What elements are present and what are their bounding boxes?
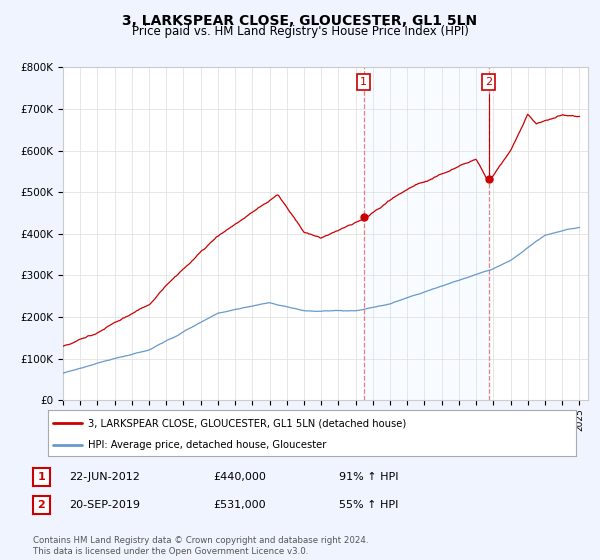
Text: 3, LARKSPEAR CLOSE, GLOUCESTER, GL1 5LN (detached house): 3, LARKSPEAR CLOSE, GLOUCESTER, GL1 5LN … [88, 418, 406, 428]
Text: 2: 2 [38, 500, 45, 510]
Text: 3, LARKSPEAR CLOSE, GLOUCESTER, GL1 5LN: 3, LARKSPEAR CLOSE, GLOUCESTER, GL1 5LN [122, 14, 478, 28]
Text: HPI: Average price, detached house, Gloucester: HPI: Average price, detached house, Glou… [88, 440, 326, 450]
Text: 1: 1 [38, 472, 45, 482]
Text: 55% ↑ HPI: 55% ↑ HPI [339, 500, 398, 510]
Text: 20-SEP-2019: 20-SEP-2019 [69, 500, 140, 510]
Text: Contains HM Land Registry data © Crown copyright and database right 2024.
This d: Contains HM Land Registry data © Crown c… [33, 536, 368, 556]
Bar [364, 67, 488, 400]
Text: 22-JUN-2012: 22-JUN-2012 [69, 472, 140, 482]
Text: 2: 2 [485, 77, 492, 87]
Text: Price paid vs. HM Land Registry's House Price Index (HPI): Price paid vs. HM Land Registry's House … [131, 25, 469, 38]
Text: £440,000: £440,000 [213, 472, 266, 482]
Text: 91% ↑ HPI: 91% ↑ HPI [339, 472, 398, 482]
Text: 1: 1 [360, 77, 367, 87]
Text: £531,000: £531,000 [213, 500, 266, 510]
